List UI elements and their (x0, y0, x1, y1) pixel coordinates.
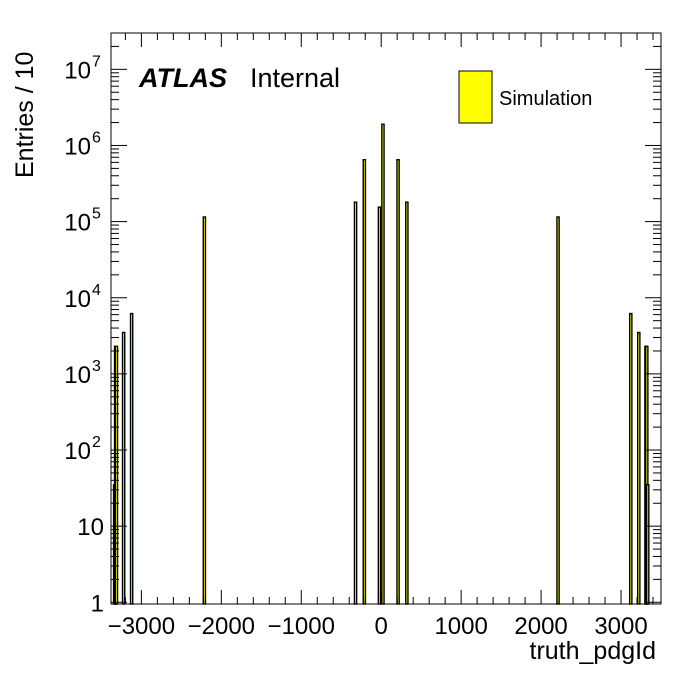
histogram-bin (628, 312, 633, 605)
y-tick-exponent: 7 (92, 53, 101, 70)
y-tick-label: 10 (64, 210, 91, 237)
y-tick-label: 1 (91, 590, 104, 617)
y-axis-label: Entries / 10 (11, 52, 39, 178)
atlas-label: ATLAS (138, 63, 227, 93)
histogram-bin (556, 216, 560, 605)
legend-label-simulation: Simulation (499, 88, 592, 110)
histogram-bin (362, 159, 367, 605)
x-tick-label: 2000 (514, 613, 567, 640)
y-tick-exponent: 2 (92, 434, 101, 451)
x-tick-label: 3000 (594, 613, 647, 640)
y-tick-exponent: 6 (92, 129, 101, 146)
histogram-bin (121, 331, 126, 605)
y-tick-exponent: 4 (92, 282, 101, 299)
y-tick-label: 10 (64, 57, 91, 84)
histogram-bin (114, 345, 119, 605)
y-tick-label: 10 (64, 286, 91, 313)
plot-frame (110, 32, 662, 605)
histogram-bin (377, 206, 382, 605)
x-tick-label: −2000 (188, 613, 255, 640)
y-tick-label: 10 (64, 362, 91, 389)
histogram-bin (636, 331, 641, 605)
ticks-layer (111, 32, 661, 604)
x-axis-label: truth_pdgId (530, 637, 657, 665)
x-tick-label: 0 (375, 613, 388, 640)
x-tick-label: −3000 (108, 613, 175, 640)
histogram-bin (129, 312, 134, 605)
bars-layer (112, 123, 650, 605)
histogram-bin (405, 201, 409, 605)
y-tick-label: 10 (64, 438, 91, 465)
internal-label: Internal (250, 63, 340, 93)
histogram-bin (396, 159, 400, 605)
x-tick-label: 1000 (434, 613, 487, 640)
y-tick-label: 10 (64, 133, 91, 160)
legend: Simulation (458, 70, 592, 124)
histogram-bin (381, 123, 385, 605)
x-tick-label: −1000 (268, 613, 335, 640)
y-tick-exponent: 3 (92, 358, 101, 375)
histogram-bin (202, 216, 207, 605)
histogram-bin (645, 484, 650, 605)
histogram-bin (353, 201, 358, 605)
y-tick-label: 10 (77, 514, 104, 541)
y-tick-exponent: 5 (92, 206, 101, 223)
legend-swatch-simulation (458, 70, 493, 124)
